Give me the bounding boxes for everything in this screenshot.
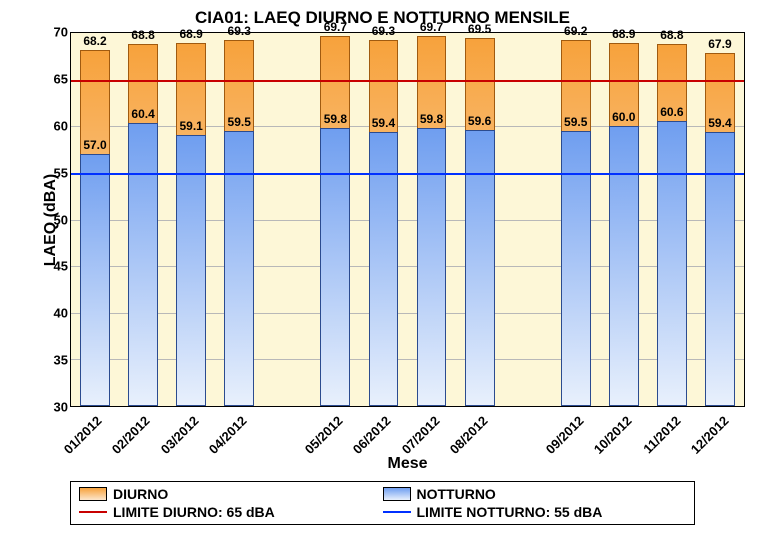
bar-notturno: [128, 123, 158, 406]
x-axis: Mese 01/201202/201203/201204/201205/2012…: [70, 407, 745, 477]
y-axis: 303540455055606570: [30, 32, 70, 407]
value-label-diurno: 69.5: [468, 22, 491, 36]
value-label-diurno: 69.7: [324, 20, 347, 34]
bars-layer: 68.2 57.0 68.860.4 68.959.1 69.359.5 69.759.8…: [71, 33, 744, 406]
legend: DIURNO NOTTURNO LIMITE DIURNO: 65 dBA LI…: [70, 481, 695, 525]
y-tick-label: 60: [32, 118, 68, 133]
value-label-diurno: 67.9: [708, 37, 731, 51]
y-tick-label: 50: [32, 212, 68, 227]
value-label-notturno: 59.5: [564, 115, 587, 129]
value-label-diurno: 69.3: [228, 24, 251, 38]
value-label-diurno: 68.2: [83, 34, 106, 48]
legend-item-limit-diurno: LIMITE DIURNO: 65 dBA: [79, 504, 383, 520]
value-label-notturno: 59.1: [179, 119, 202, 133]
swatch-limit-notturno: [383, 511, 411, 513]
value-label-notturno: 59.8: [420, 112, 443, 126]
swatch-notturno: [383, 487, 411, 501]
bar-notturno: [80, 154, 110, 406]
bar-slot: 68.959.1: [176, 33, 206, 406]
bar-notturno: [417, 128, 447, 406]
y-tick-label: 70: [32, 25, 68, 40]
value-label-notturno: 60.6: [660, 105, 683, 119]
bar-slot: 69.259.5: [561, 33, 591, 406]
limit-line-diurno: [71, 80, 744, 82]
bar-slot: 69.359.4: [369, 33, 399, 406]
plot-area: 68.2 57.0 68.860.4 68.959.1 69.359.5 69.759.8…: [70, 32, 745, 407]
chart-container: CIA01: LAEQ DIURNO E NOTTURNO MENSILE LA…: [0, 0, 765, 540]
y-tick-label: 45: [32, 259, 68, 274]
value-label-notturno: 60.0: [612, 110, 635, 124]
value-label-notturno: 59.8: [324, 112, 347, 126]
bar-slot: 69.759.8: [320, 33, 350, 406]
y-tick-label: 65: [32, 71, 68, 86]
y-tick-label: 55: [32, 165, 68, 180]
value-label-notturno: 59.4: [708, 116, 731, 130]
value-label-notturno: 59.5: [228, 115, 251, 129]
bar-notturno: [176, 135, 206, 406]
value-label-diurno: 69.7: [420, 20, 443, 34]
bar-slot: 68.860.6: [657, 33, 687, 406]
legend-label-limit-notturno: LIMITE NOTTURNO: 55 dBA: [417, 504, 603, 520]
value-label-diurno: 68.8: [131, 28, 154, 42]
bar-slot: 69.359.5: [224, 33, 254, 406]
legend-label-limit-diurno: LIMITE DIURNO: 65 dBA: [113, 504, 275, 520]
bar-notturno: [657, 121, 687, 406]
bar-notturno: [465, 130, 495, 406]
value-label-notturno: 57.0: [83, 138, 106, 152]
value-label-notturno: 59.4: [372, 116, 395, 130]
y-tick-label: 35: [32, 353, 68, 368]
legend-item-notturno: NOTTURNO: [383, 486, 687, 502]
legend-item-diurno: DIURNO: [79, 486, 383, 502]
bar-slot: 68.960.0: [609, 33, 639, 406]
bar-slot: 69.559.6: [465, 33, 495, 406]
swatch-limit-diurno: [79, 511, 107, 513]
plot-container: LAEQ (dBA) 303540455055606570 68.257.068…: [70, 32, 745, 407]
value-label-diurno: 68.8: [660, 28, 683, 42]
value-label-notturno: 59.6: [468, 114, 491, 128]
bar-notturno: [320, 128, 350, 406]
legend-label-diurno: DIURNO: [113, 486, 168, 502]
bar-slot: 68.2 57.0: [80, 33, 110, 406]
legend-item-limit-notturno: LIMITE NOTTURNO: 55 dBA: [383, 504, 687, 520]
limit-line-notturno: [71, 173, 744, 175]
bar-slot: 67.9 59.4: [705, 33, 735, 406]
value-label-diurno: 68.9: [612, 27, 635, 41]
value-label-diurno: 68.9: [179, 27, 202, 41]
value-label-diurno: 69.3: [372, 24, 395, 38]
y-tick-label: 30: [32, 400, 68, 415]
bar-slot: 68.860.4: [128, 33, 158, 406]
value-label-notturno: 60.4: [131, 107, 154, 121]
bar-slot: 69.759.8: [417, 33, 447, 406]
bar-notturno: [609, 126, 639, 406]
y-tick-label: 40: [32, 306, 68, 321]
value-label-diurno: 69.2: [564, 24, 587, 38]
swatch-diurno: [79, 487, 107, 501]
legend-label-notturno: NOTTURNO: [417, 486, 496, 502]
